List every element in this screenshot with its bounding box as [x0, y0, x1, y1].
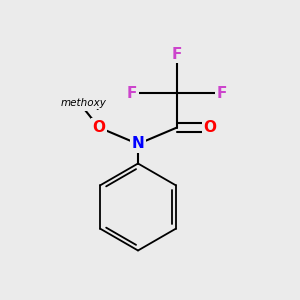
Text: F: F: [172, 46, 182, 62]
Text: methoxy: methoxy: [60, 100, 102, 110]
Text: F: F: [217, 85, 227, 100]
Text: O: O: [92, 120, 106, 135]
Text: methoxy: methoxy: [61, 98, 107, 109]
Text: F: F: [127, 85, 137, 100]
Text: N: N: [132, 136, 144, 152]
Text: O: O: [203, 120, 217, 135]
